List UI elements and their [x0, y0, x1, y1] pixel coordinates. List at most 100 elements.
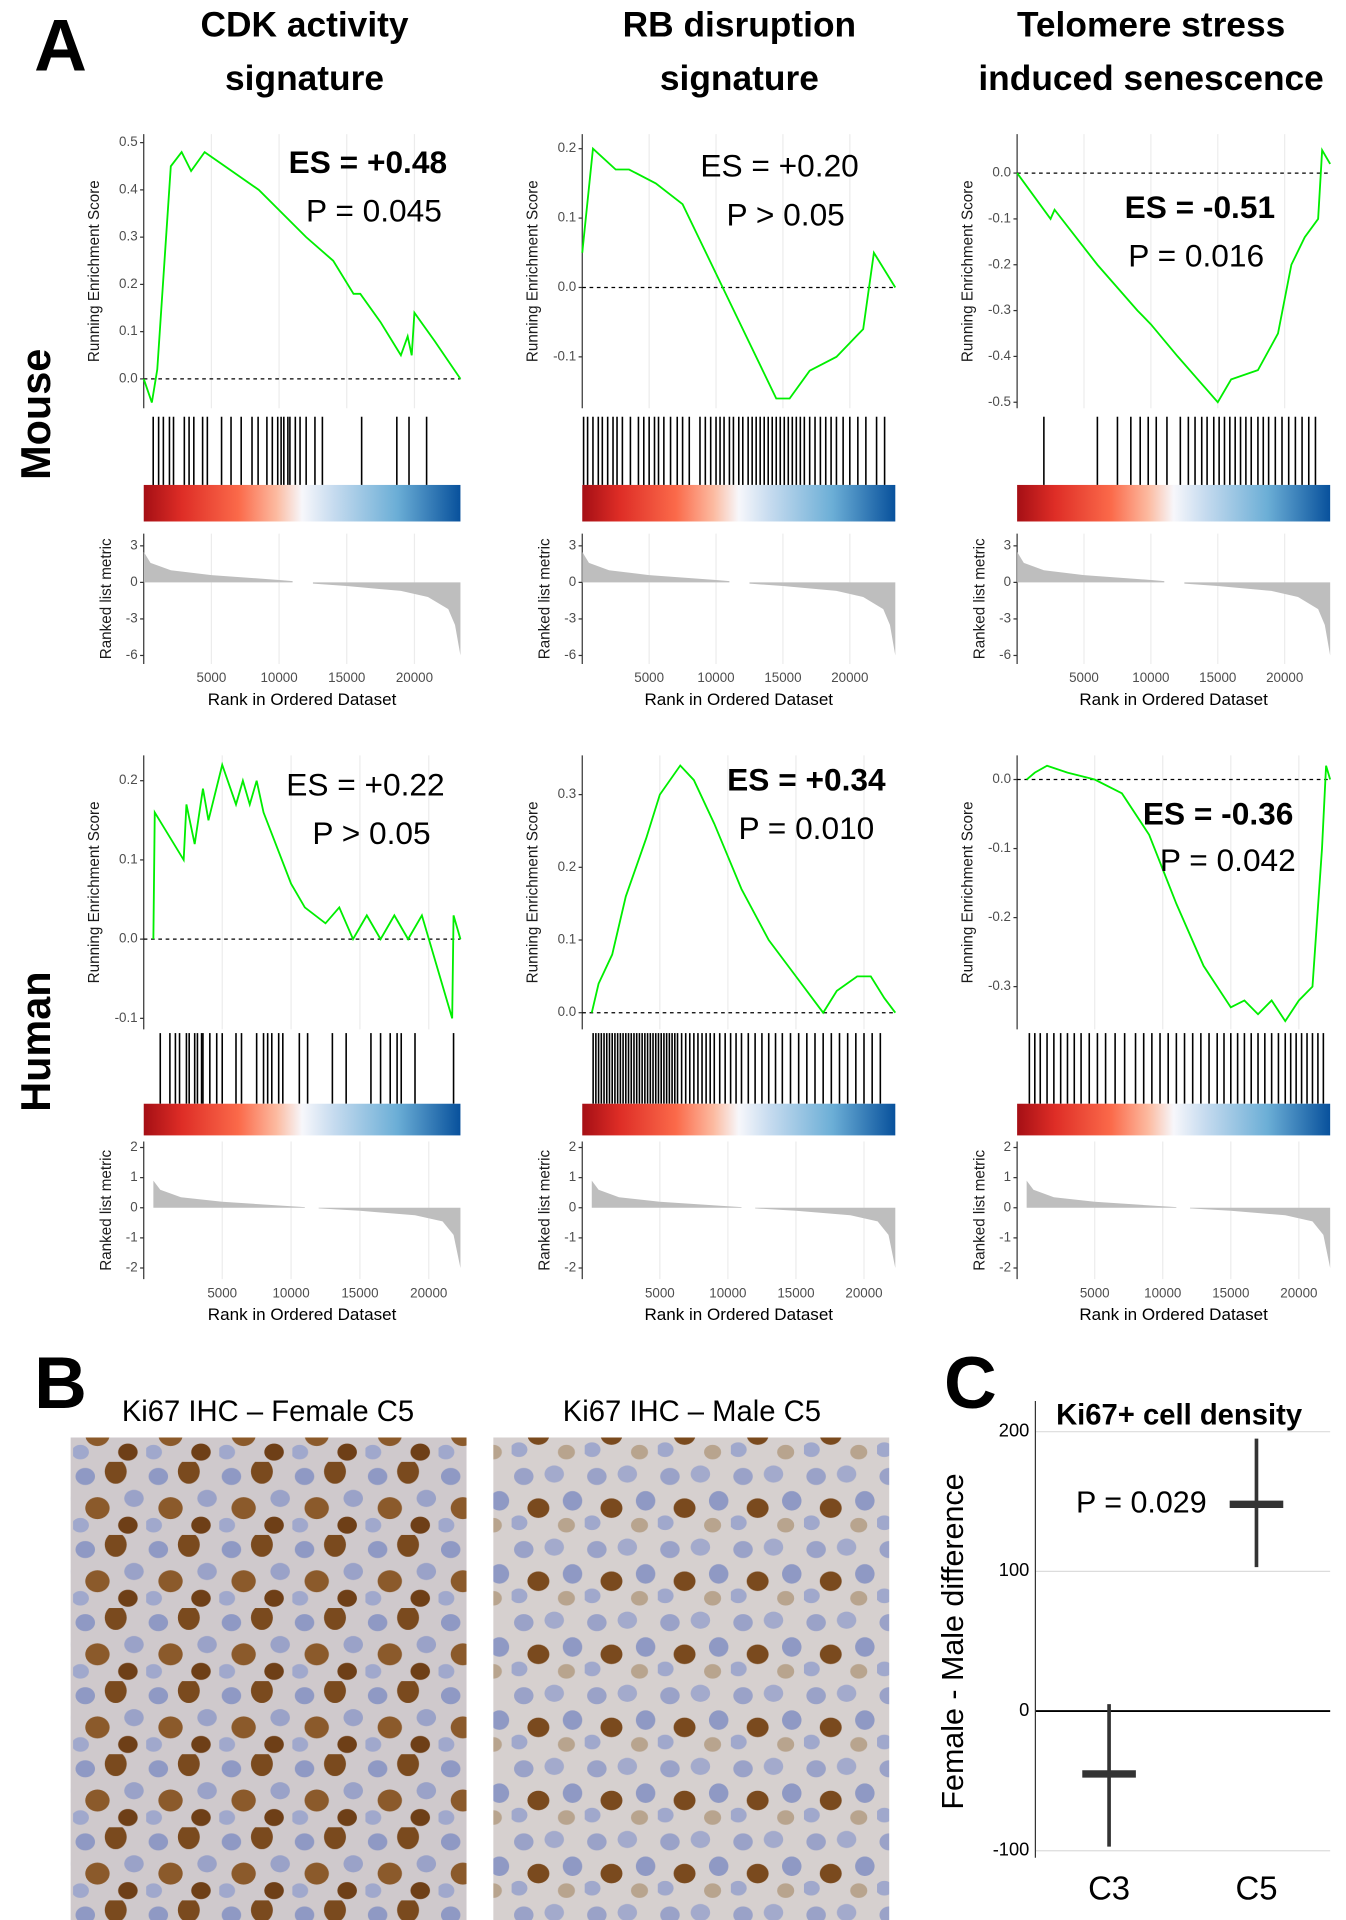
- y-tick-label: -0.2: [988, 256, 1011, 271]
- x-tick-label: 10000: [260, 670, 297, 685]
- y-tick-label: -2: [999, 1260, 1011, 1275]
- metric-area: [582, 551, 730, 583]
- x-tick-label: C3: [1088, 1869, 1130, 1906]
- y-tick-label: 0: [1004, 1199, 1011, 1214]
- y-tick-label: 0.0: [558, 1004, 577, 1019]
- y-tick-label: 0.0: [992, 165, 1011, 180]
- enrichment-line: [152, 761, 462, 1019]
- p-label: P > 0.05: [312, 815, 430, 851]
- es-label: ES = +0.34: [727, 762, 886, 798]
- panel-letter: C: [944, 1343, 997, 1424]
- p-label: P > 0.05: [727, 196, 845, 232]
- y-tick-label: 100: [999, 1559, 1029, 1580]
- y-tick-label: 1: [1004, 1169, 1011, 1184]
- metric-area: [143, 551, 293, 583]
- image-title: Ki67 IHC – Female C5: [122, 1396, 414, 1428]
- y-tick-label: -100: [993, 1839, 1030, 1860]
- enrichment-line: [1016, 147, 1331, 404]
- x-tick-label: 10000: [697, 670, 734, 685]
- x-tick-label: 10000: [1144, 1285, 1181, 1300]
- y-tick-label: -0.1: [988, 210, 1011, 225]
- y-tick-label: -0.1: [553, 348, 576, 363]
- y-tick-label: 200: [999, 1420, 1029, 1441]
- x-tick-label: 20000: [1266, 670, 1303, 685]
- column-title: signature: [225, 59, 384, 98]
- y-tick-label: 3: [130, 537, 137, 552]
- x-tick-label: 15000: [764, 670, 801, 685]
- y-axis-label: Ranked list metric: [98, 538, 115, 659]
- y-tick-label: -3: [126, 610, 138, 625]
- column-title: RB disruption: [623, 5, 856, 44]
- y-axis-label: Ranked list metric: [537, 1149, 554, 1270]
- y-tick-label: 0.5: [119, 134, 138, 149]
- y-tick-label: 0: [1004, 574, 1011, 589]
- x-tick-label: 5000: [1080, 1285, 1110, 1300]
- p-label: P = 0.045: [306, 193, 442, 229]
- y-axis-label: Running Enrichment Score: [959, 180, 976, 362]
- y-tick-label: -1: [126, 1229, 138, 1244]
- p-label: P = 0.010: [738, 810, 874, 846]
- micrograph: [493, 1437, 890, 1920]
- y-tick-label: 2: [1004, 1139, 1011, 1154]
- x-tick-label: 20000: [831, 670, 868, 685]
- metric-area: [755, 1207, 896, 1268]
- y-axis-label: Running Enrichment Score: [86, 180, 103, 362]
- enrichment-line: [581, 146, 897, 400]
- es-label: ES = +0.48: [289, 144, 447, 180]
- p-label: P = 0.042: [1160, 842, 1296, 878]
- x-axis-label: Rank in Ordered Dataset: [644, 690, 833, 709]
- es-label: ES = -0.36: [1143, 796, 1293, 832]
- x-tick-label: 15000: [1199, 670, 1236, 685]
- y-tick-label: 0: [569, 1199, 576, 1214]
- column-title: induced senescence: [978, 59, 1323, 98]
- x-axis-label: Rank in Ordered Dataset: [1079, 690, 1268, 709]
- y-tick-label: 0: [1019, 1699, 1029, 1720]
- y-axis-label: Ranked list metric: [972, 1149, 989, 1270]
- y-tick-label: -3: [999, 610, 1011, 625]
- y-tick-label: -3: [564, 610, 576, 625]
- metric-area: [591, 1180, 742, 1208]
- metric-area: [318, 1207, 461, 1268]
- x-tick-label: 15000: [1212, 1285, 1249, 1300]
- y-tick-label: 0.1: [119, 323, 138, 338]
- y-axis-label: Running Enrichment Score: [525, 180, 542, 362]
- y-axis-label: Running Enrichment Score: [86, 801, 103, 983]
- y-tick-label: 1: [130, 1169, 137, 1184]
- x-tick-label: 5000: [645, 1285, 675, 1300]
- y-tick-label: -0.1: [115, 1010, 138, 1025]
- y-tick-label: -0.1: [988, 840, 1011, 855]
- x-axis-label: Rank in Ordered Dataset: [208, 690, 397, 709]
- y-tick-label: 0.1: [558, 210, 577, 225]
- y-tick-label: -0.2: [988, 909, 1011, 924]
- y-tick-label: 2: [569, 1139, 576, 1154]
- panel-letter: B: [34, 1343, 87, 1424]
- x-tick-label: 10000: [1132, 670, 1169, 685]
- x-tick-label: 5000: [197, 670, 227, 685]
- x-tick-label: 10000: [272, 1285, 309, 1300]
- x-tick-label: C5: [1235, 1869, 1277, 1906]
- x-tick-label: 15000: [777, 1285, 814, 1300]
- x-tick-label: 5000: [207, 1285, 237, 1300]
- x-tick-label: 5000: [634, 670, 664, 685]
- x-tick-label: 20000: [845, 1285, 882, 1300]
- y-tick-label: 1: [569, 1169, 576, 1184]
- metric-area: [312, 582, 461, 656]
- color-bar: [1017, 1103, 1331, 1136]
- y-tick-label: 0: [569, 574, 576, 589]
- row-label: Mouse: [13, 349, 59, 480]
- y-tick-label: 3: [1004, 537, 1011, 552]
- x-tick-label: 10000: [709, 1285, 746, 1300]
- y-axis-label: Running Enrichment Score: [959, 801, 976, 983]
- y-tick-label: -0.4: [988, 348, 1012, 363]
- y-tick-label: -6: [126, 647, 138, 662]
- x-tick-label: 20000: [410, 1285, 447, 1300]
- y-tick-label: -2: [126, 1260, 138, 1275]
- y-tick-label: -2: [564, 1260, 576, 1275]
- chart-title: Ki67+ cell density: [1056, 1400, 1303, 1432]
- color-bar: [582, 1103, 896, 1136]
- annotation: P = 0.029: [1076, 1485, 1207, 1519]
- y-tick-label: -6: [999, 647, 1011, 662]
- color-bar: [143, 1103, 461, 1136]
- x-axis-label: Rank in Ordered Dataset: [208, 1305, 397, 1324]
